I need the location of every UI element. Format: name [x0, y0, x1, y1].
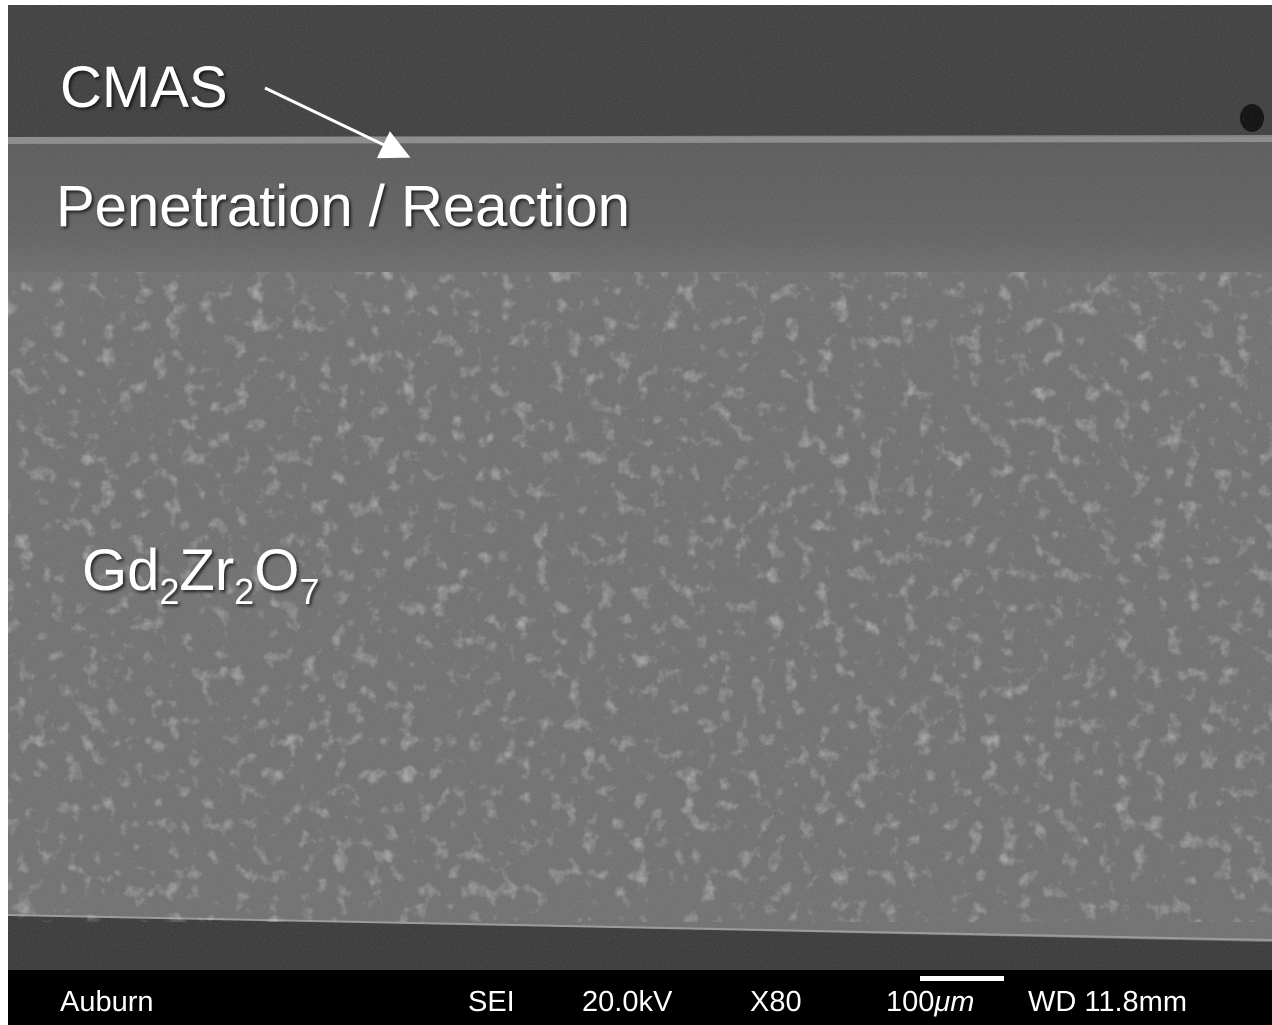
voltage: 20.0kV [582, 986, 673, 1018]
scale-number: 100 [886, 986, 934, 1018]
scale-unit: μm [933, 986, 974, 1018]
working-distance: WD 11.8mm [1028, 986, 1187, 1018]
formula-sub: 2 [234, 571, 254, 612]
scale-bar [920, 976, 1004, 981]
detector: SEI [468, 986, 515, 1018]
scale-label: 100μm [886, 986, 974, 1018]
reaction-label: Penetration / Reaction [56, 174, 630, 239]
magnification: X80 [750, 986, 802, 1018]
sem-micrograph: CMAS Penetration / Reaction Gd2Zr2O7 Aub… [0, 0, 1272, 1025]
formula-part: Gd [82, 538, 159, 603]
formula-sub: 7 [299, 571, 319, 612]
formula-label: Gd2Zr2O7 [82, 538, 319, 612]
formula-part: O [254, 538, 299, 603]
site: Auburn [60, 986, 154, 1018]
formula-part: Zr [179, 538, 234, 603]
cmas-label: CMAS [60, 55, 228, 120]
formula-sub: 2 [159, 571, 179, 612]
micrograph-image [8, 5, 1272, 970]
